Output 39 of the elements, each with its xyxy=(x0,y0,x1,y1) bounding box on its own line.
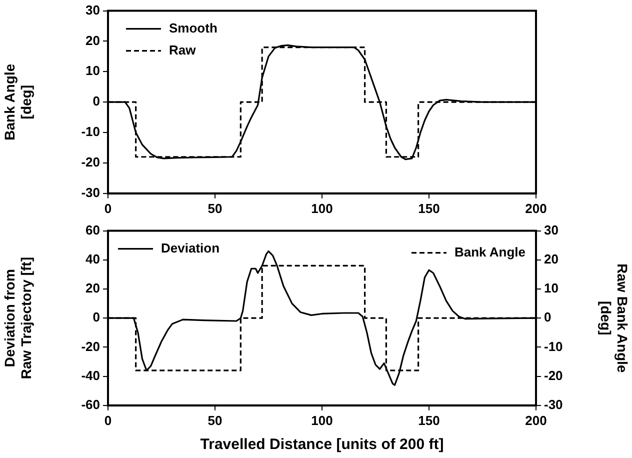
y-axis-title: Deviation from Raw Trajectory [ft] xyxy=(1,257,34,380)
y-tick-label: -30 xyxy=(81,184,100,200)
x-tick-label: 150 xyxy=(418,200,440,216)
y-tick-label: 10 xyxy=(86,63,100,78)
y-tick-label: -40 xyxy=(81,368,100,383)
y-tick-label: -20 xyxy=(81,154,100,170)
legend-label: Smooth xyxy=(169,20,218,36)
x-axis-title: Travelled Distance [units of 200 ft] xyxy=(200,436,444,454)
x-tick-label: 100 xyxy=(311,200,333,216)
y-tick-label: 20 xyxy=(86,280,100,296)
x-tick-label: 50 xyxy=(208,200,222,216)
y-tick-label: -10 xyxy=(81,124,100,140)
y-tick-label: -60 xyxy=(81,396,100,412)
y2-axis-title: Raw Bank Angle [deg] xyxy=(598,264,631,373)
y-tick-label: 0 xyxy=(92,94,100,109)
y-tick-label: -20 xyxy=(81,338,100,354)
y-axis-title: Bank Angle [deg] xyxy=(1,64,34,140)
y2-tick-label: -10 xyxy=(544,338,563,354)
x-tick-label: 150 xyxy=(418,412,440,428)
x-tick-label: 100 xyxy=(311,412,333,428)
legend-label: Deviation xyxy=(161,240,220,256)
y2-tick-label: 30 xyxy=(544,222,558,238)
x-tick-label: 0 xyxy=(104,412,112,428)
y2-tick-label: 0 xyxy=(544,310,552,325)
y-tick-label: 30 xyxy=(86,2,100,18)
legend-label: Bank Angle xyxy=(454,244,526,260)
y-tick-label: 20 xyxy=(86,32,100,48)
y2-tick-label: -30 xyxy=(544,396,563,412)
legend-label: Raw xyxy=(169,42,197,58)
y-tick-label: 60 xyxy=(86,222,100,238)
y-tick-label: 0 xyxy=(92,310,100,325)
x-tick-label: 200 xyxy=(525,412,547,428)
x-tick-label: 50 xyxy=(208,412,222,428)
y2-tick-label: 20 xyxy=(544,251,558,266)
y-tick-label: 40 xyxy=(86,251,100,266)
y2-tick-label: -20 xyxy=(544,368,563,383)
x-tick-label: 200 xyxy=(525,200,547,216)
x-tick-label: 0 xyxy=(104,200,112,216)
y2-tick-label: 10 xyxy=(544,280,558,296)
